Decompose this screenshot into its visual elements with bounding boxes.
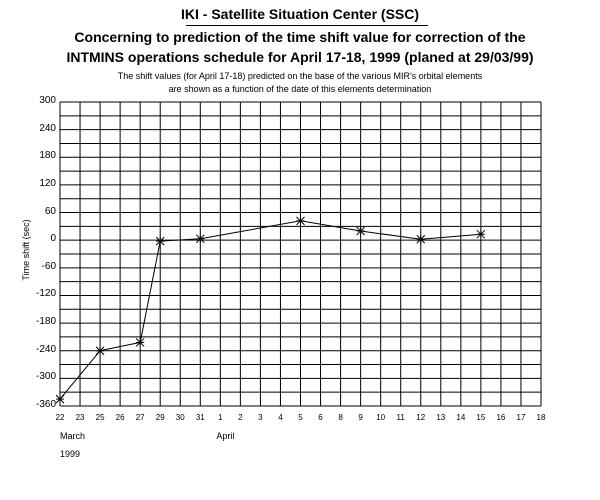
y-tick-label: -120	[35, 288, 56, 300]
data-point-marker	[476, 229, 486, 239]
y-tick-label: 0	[50, 233, 56, 245]
organization-title: IKI - Satellite Situation Center (SSC)	[180, 6, 420, 22]
data-point-marker	[195, 234, 205, 244]
data-point-marker	[296, 216, 305, 226]
y-tick-label: -180	[35, 316, 56, 328]
y-tick-label: 180	[39, 150, 56, 162]
x-tick-label: 30	[175, 413, 185, 422]
x-tick-label: 6	[318, 413, 323, 422]
data-point-marker	[135, 338, 145, 347]
x-tick-label: 5	[298, 413, 303, 422]
y-axis-label: Time shift (sec)	[21, 219, 31, 281]
chart-subtitle-line-1: The shift values (for April 17-18) predi…	[117, 71, 483, 81]
x-tick-label: 10	[376, 413, 386, 422]
chart-title-line-2: INTMINS operations schedule for April 17…	[66, 49, 534, 65]
x-tick-label: 12	[416, 413, 426, 422]
x-tick-label: 29	[155, 413, 165, 422]
x-tick-label: 23	[75, 413, 85, 422]
x-tick-label: 8	[338, 413, 343, 422]
x-tick-label: 17	[516, 413, 526, 422]
x-tick-label: 1	[218, 413, 223, 422]
y-tick-label: 120	[39, 177, 56, 189]
x-year-label: 1999	[60, 449, 81, 459]
x-tick-label: 13	[436, 413, 446, 422]
y-tick-label: -300	[35, 371, 56, 383]
chart-subtitle-line-2: are shown as a function of the date of t…	[168, 84, 432, 94]
x-tick-label: 18	[536, 413, 546, 422]
y-tick-label: -240	[35, 343, 56, 355]
title-underline	[186, 25, 428, 26]
chart-title-line-1: Concerning to prediction of the time shi…	[74, 29, 526, 45]
y-tick-label: 240	[39, 122, 56, 134]
x-tick-label: 3	[258, 413, 263, 422]
x-tick-label: 31	[195, 413, 205, 422]
series-line	[59, 220, 481, 400]
x-tick-label: 26	[115, 413, 125, 422]
x-tick-label: 2	[238, 413, 243, 422]
data-point-marker	[55, 394, 65, 404]
x-month-label-april: April	[216, 431, 235, 441]
data-point-marker	[416, 234, 426, 244]
data-point-marker	[356, 226, 365, 236]
x-tick-label: 16	[496, 413, 506, 422]
y-tick-label: 60	[44, 205, 56, 217]
y-tick-label: 300	[39, 95, 56, 106]
x-tick-label: 15	[476, 413, 486, 422]
data-point-marker	[155, 236, 165, 246]
x-tick-label: 27	[135, 413, 145, 422]
x-tick-label: 25	[95, 413, 105, 422]
y-tick-label: -60	[41, 260, 56, 272]
x-tick-label: 4	[278, 413, 283, 422]
x-tick-label: 14	[456, 413, 466, 422]
x-tick-label: 11	[396, 413, 405, 422]
x-tick-label: 9	[358, 413, 363, 422]
y-tick-label: -360	[35, 399, 56, 410]
data-point-marker	[95, 346, 105, 356]
x-month-label-march: March	[60, 431, 86, 441]
x-tick-label: 22	[55, 413, 65, 422]
